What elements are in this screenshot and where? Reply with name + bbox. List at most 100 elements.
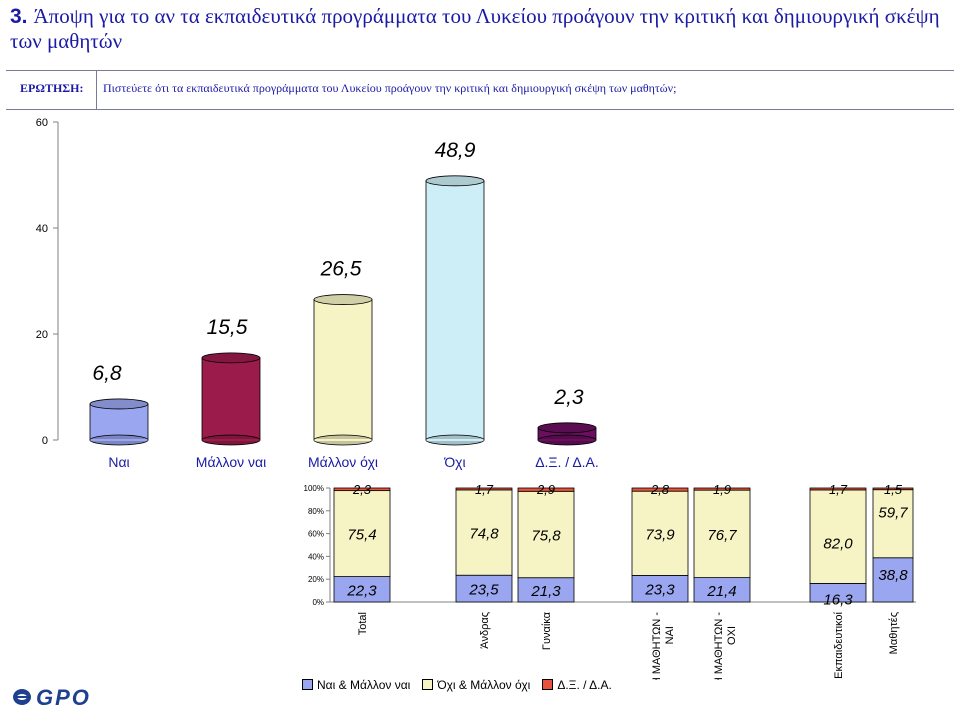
category-label-group: ΥΠΑΡΞΗ ΜΑΘΗΤΩΝ - ΟΧΙ — [713, 612, 738, 680]
category-label-group: Total — [357, 612, 369, 635]
segment-label: 1,5 — [884, 482, 903, 497]
legend-item: Όχι & Μάλλον όχι — [422, 678, 530, 692]
legend-swatch — [422, 679, 434, 690]
bar-top — [89, 398, 149, 410]
category-label-group: ΥΠΑΡΞΗ ΜΑΘΗΤΩΝ - ΝΑΙ — [651, 612, 676, 680]
bar-body — [425, 180, 485, 441]
segment-label: 82,0 — [823, 536, 853, 553]
segment-label: 23,5 — [468, 582, 499, 599]
y-tick-label: 20 — [36, 329, 48, 341]
segment-label: 21,3 — [530, 583, 561, 600]
stack-segment — [872, 557, 914, 603]
bar-body — [201, 357, 261, 441]
segment-label: 22,3 — [346, 582, 377, 599]
bar-value-label: 48,9 — [435, 139, 476, 162]
legend-item: Ναι & Μάλλον ναι — [302, 678, 410, 692]
bar — [313, 294, 373, 446]
y-tick-label: 80% — [308, 507, 324, 516]
bar-value-label: 2,3 — [553, 386, 584, 409]
segment-label: 2,9 — [536, 482, 555, 497]
gpo-logo: GPO — [13, 686, 91, 708]
category-label: ΥΠΑΡΞΗ ΜΑΘΗΤΩΝ - — [651, 612, 663, 680]
stack-segment — [333, 576, 391, 603]
bar-value-label: 15,5 — [207, 316, 248, 339]
stack-segment — [333, 487, 391, 492]
bar-join — [426, 439, 484, 441]
stack-segment — [517, 487, 575, 492]
segment-label: 1,7 — [475, 482, 494, 497]
legend-swatch — [542, 679, 554, 690]
stack-segment — [872, 487, 914, 491]
bar-body — [89, 403, 149, 441]
bar-value-label: 6,8 — [92, 362, 122, 385]
bar-top — [537, 422, 597, 434]
stack-segment — [693, 577, 751, 603]
category-label: Μάλλον ναι — [196, 454, 266, 470]
segment-label: 74,8 — [469, 526, 499, 543]
legend-swatch — [302, 679, 313, 690]
category-label: Άνδρας — [479, 612, 491, 649]
legend-item: Δ.Ξ. / Δ.Α. — [542, 678, 612, 692]
category-label: ΥΠΑΡΞΗ ΜΑΘΗΤΩΝ - — [713, 612, 725, 680]
segment-label: 16,3 — [823, 592, 853, 609]
main-bar-chart: 0 20 40 60 6,8 Ναι 15,5 Μάλλον ναι 26,5 Μάλλον όχ… — [36, 117, 599, 470]
segment-label: 23,3 — [644, 582, 675, 599]
category-label: Ναι — [108, 454, 129, 470]
category-label: Γυναίκα — [541, 611, 553, 650]
segment-label: 75,8 — [531, 528, 561, 545]
segment-label: 76,7 — [707, 527, 737, 544]
category-label-group: Άνδρας — [479, 612, 491, 649]
y-tick-label: 0% — [312, 598, 324, 607]
category-label: Μαθητές — [888, 612, 900, 654]
legend-label: Ναι & Μάλλον ναι — [317, 678, 411, 692]
question-text: Πιστεύετε ότι τα εκπαιδευτικά προγράμματ… — [103, 81, 677, 95]
category-label: Μάλλον όχι — [308, 454, 378, 470]
svg-text:GPO: GPO — [36, 686, 91, 708]
segment-label: 38,8 — [878, 567, 908, 584]
y-tick-label: 40% — [308, 552, 324, 561]
question-label: ΕΡΩΤΗΣΗ: — [20, 81, 84, 95]
bar-join — [90, 439, 148, 441]
bar — [537, 422, 597, 446]
bar-body — [313, 299, 373, 441]
stack-segment — [517, 490, 575, 579]
stack-segment — [333, 490, 391, 577]
segment-label: 2,3 — [352, 482, 372, 497]
segment-label: 59,7 — [878, 505, 908, 522]
category-label-group: Γυναίκα — [541, 611, 553, 650]
question-box: ΕΡΩΤΗΣΗ: Πιστεύετε ότι τα εκπαιδευτικά π… — [6, 70, 954, 110]
stack-segment — [455, 487, 513, 491]
segment-label: 1,9 — [713, 482, 731, 497]
stack-segment — [631, 575, 689, 603]
stack-segment — [693, 487, 751, 491]
y-tick-label: 40 — [36, 223, 48, 235]
bar-top — [425, 175, 485, 187]
bar — [89, 398, 149, 446]
slide-title-text: Άποψη για το αν τα εκπαιδευτικά προγράμμ… — [10, 4, 940, 53]
bar-join — [538, 439, 596, 441]
category-label: ΝΑΙ — [664, 626, 676, 644]
category-label: ΟΧΙ — [726, 626, 738, 645]
segment-label: 21,4 — [706, 583, 736, 600]
bar-value-label: 26,5 — [320, 258, 362, 281]
y-tick-label: 0 — [42, 435, 48, 447]
stack-segment — [693, 489, 751, 579]
segment-label: 1,7 — [829, 482, 848, 497]
legend-label: Όχι & Μάλλον όχι — [437, 678, 531, 692]
bar-top — [313, 294, 373, 305]
slide-number: 3. — [10, 5, 28, 28]
segment-label: 73,9 — [645, 526, 675, 543]
category-label-group: Εκπαιδευτικοί — [833, 611, 845, 678]
stack-segment — [872, 489, 914, 559]
bar-top — [201, 352, 261, 364]
bar-join — [202, 439, 260, 441]
slide-title: 3. Άποψη για το αν τα εκπαιδευτικά προγρά… — [10, 4, 950, 54]
bar-join — [314, 439, 372, 441]
bar — [201, 352, 261, 446]
y-tick-label: 20% — [308, 575, 324, 584]
y-tick-label: 100% — [304, 484, 324, 493]
stacked-chart-legend: Ναι & Μάλλον ναι Όχι & Μάλλον όχι Δ.Ξ. / Δ… — [302, 678, 624, 692]
category-label: Όχι — [443, 454, 465, 470]
stack-segment — [809, 487, 867, 491]
segment-label: 2,8 — [650, 482, 670, 497]
